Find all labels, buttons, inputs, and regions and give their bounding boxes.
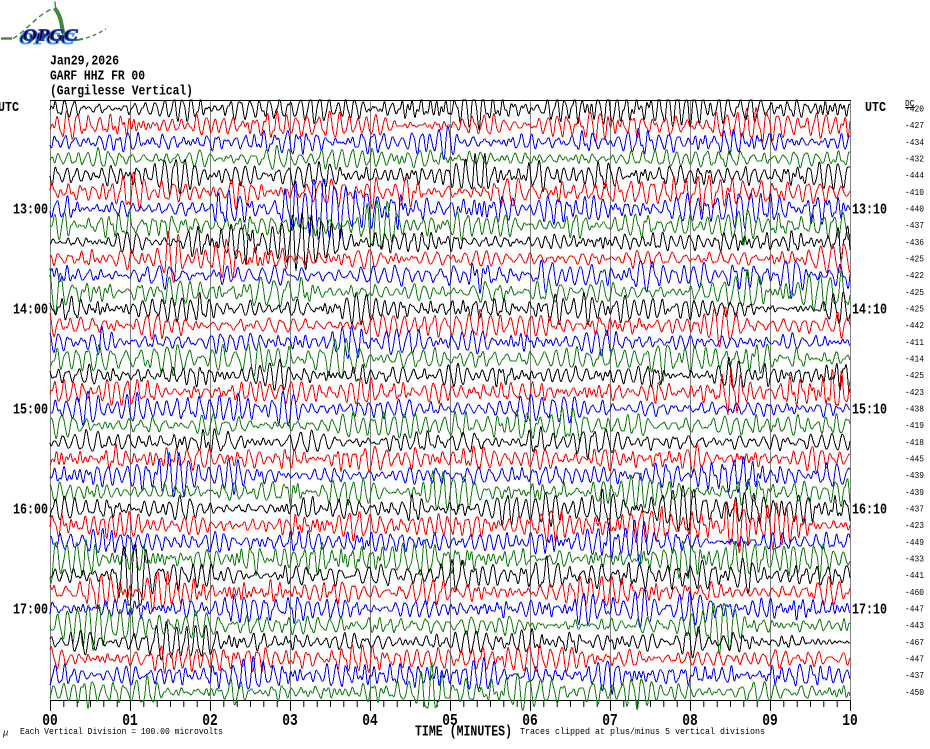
svg-text:-427: -427: [905, 121, 924, 131]
svg-text:15:10: 15:10: [852, 402, 887, 419]
svg-text:17:00: 17:00: [13, 602, 48, 619]
svg-text:-433: -433: [905, 555, 924, 565]
svg-text:(Gargilesse Vertical): (Gargilesse Vertical): [50, 84, 193, 100]
svg-text:-436: -436: [905, 238, 924, 248]
svg-text:-460: -460: [905, 588, 924, 598]
svg-text:UTC: UTC: [865, 100, 886, 116]
svg-text:04: 04: [362, 712, 378, 731]
svg-text:-422: -422: [905, 271, 924, 281]
svg-text:-434: -434: [905, 138, 924, 148]
svg-text:-414: -414: [905, 355, 924, 365]
svg-text:-425: -425: [905, 371, 924, 381]
svg-text:06: 06: [522, 712, 538, 731]
svg-text:-420: -420: [905, 105, 924, 115]
svg-text:-439: -439: [905, 471, 924, 481]
svg-text:Traces clipped at plus/minus 5: Traces clipped at plus/minus 5 vertical …: [520, 727, 765, 737]
svg-text:01: 01: [122, 712, 138, 731]
svg-text:-441: -441: [905, 571, 924, 581]
svg-text:-443: -443: [905, 621, 924, 631]
svg-text:-467: -467: [905, 638, 924, 648]
svg-text:-445: -445: [905, 455, 924, 465]
svg-text:OPGC: OPGC: [23, 26, 79, 45]
svg-text:10: 10: [842, 712, 858, 731]
svg-text:-418: -418: [905, 438, 924, 448]
svg-text:OPGC: OPGC: [19, 29, 75, 48]
svg-text:13:00: 13:00: [13, 202, 48, 219]
svg-text:DC: DC: [905, 99, 915, 109]
svg-text:-447: -447: [905, 655, 924, 665]
svg-text:-437: -437: [905, 221, 924, 231]
svg-text:-410: -410: [905, 188, 924, 198]
svg-text:UTC: UTC: [0, 100, 19, 116]
svg-text:-438: -438: [905, 405, 924, 415]
svg-text:17:10: 17:10: [852, 602, 887, 619]
svg-text:-442: -442: [905, 321, 924, 331]
svg-text:-432: -432: [905, 155, 924, 165]
svg-text:14:10: 14:10: [852, 302, 887, 319]
svg-text:-440: -440: [905, 205, 924, 215]
svg-text:-450: -450: [905, 688, 924, 698]
svg-text:-447: -447: [905, 605, 924, 615]
svg-text:-449: -449: [905, 538, 924, 548]
svg-text:03: 03: [282, 712, 298, 731]
svg-text:-425: -425: [905, 305, 924, 315]
svg-text:02: 02: [202, 712, 218, 731]
svg-text:05: 05: [442, 712, 458, 731]
svg-text:-437: -437: [905, 505, 924, 515]
svg-text:-423: -423: [905, 388, 924, 398]
svg-text:-411: -411: [905, 338, 924, 348]
svg-text:μ: μ: [2, 729, 8, 739]
svg-text:-444: -444: [905, 171, 924, 181]
svg-text:-423: -423: [905, 521, 924, 531]
svg-text:14:00: 14:00: [13, 302, 48, 319]
svg-text:-437: -437: [905, 671, 924, 681]
svg-text:09: 09: [762, 712, 778, 731]
svg-text:-425: -425: [905, 255, 924, 265]
svg-text:16:00: 16:00: [13, 502, 48, 519]
svg-text:07: 07: [602, 712, 618, 731]
svg-text:TIME (MINUTES): TIME (MINUTES): [415, 725, 512, 741]
svg-text:-425: -425: [905, 288, 924, 298]
svg-text:16:10: 16:10: [852, 502, 887, 519]
svg-text:00: 00: [42, 712, 58, 731]
svg-text:-419: -419: [905, 421, 924, 431]
svg-text:Each Vertical Division = 100.: Each Vertical Division = 100.00 microvol…: [20, 727, 223, 737]
svg-text:08: 08: [682, 712, 698, 731]
svg-text:13:10: 13:10: [852, 202, 887, 219]
svg-text:15:00: 15:00: [13, 402, 48, 419]
svg-text:GARF HHZ FR 00: GARF HHZ FR 00: [50, 69, 145, 85]
svg-text:Jan29,2026: Jan29,2026: [50, 54, 119, 70]
svg-text:-439: -439: [905, 488, 924, 498]
